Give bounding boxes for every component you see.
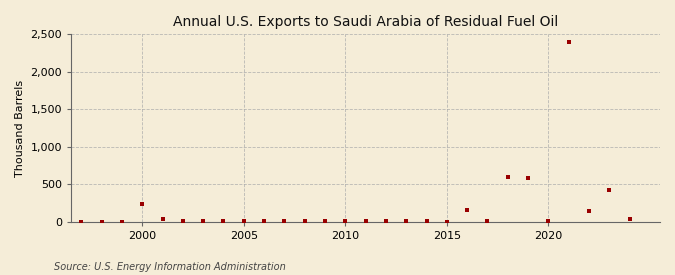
- Point: [238, 219, 249, 224]
- Point: [604, 188, 615, 192]
- Point: [441, 219, 452, 224]
- Point: [137, 202, 148, 206]
- Point: [299, 219, 310, 224]
- Point: [522, 176, 533, 180]
- Y-axis label: Thousand Barrels: Thousand Barrels: [15, 79, 25, 177]
- Point: [401, 219, 412, 224]
- Point: [259, 219, 269, 224]
- Title: Annual U.S. Exports to Saudi Arabia of Residual Fuel Oil: Annual U.S. Exports to Saudi Arabia of R…: [173, 15, 558, 29]
- Point: [584, 209, 595, 213]
- Point: [381, 219, 392, 224]
- Point: [360, 219, 371, 224]
- Point: [97, 219, 107, 224]
- Point: [157, 217, 168, 222]
- Point: [117, 219, 128, 224]
- Point: [502, 175, 513, 179]
- Point: [340, 219, 351, 224]
- Point: [563, 40, 574, 44]
- Text: Source: U.S. Energy Information Administration: Source: U.S. Energy Information Administ…: [54, 262, 286, 272]
- Point: [482, 219, 493, 224]
- Point: [421, 219, 432, 224]
- Point: [543, 219, 554, 224]
- Point: [624, 217, 635, 222]
- Point: [279, 219, 290, 224]
- Point: [218, 219, 229, 224]
- Point: [319, 219, 330, 224]
- Point: [178, 219, 188, 224]
- Point: [462, 208, 472, 212]
- Point: [198, 219, 209, 224]
- Point: [76, 219, 87, 224]
